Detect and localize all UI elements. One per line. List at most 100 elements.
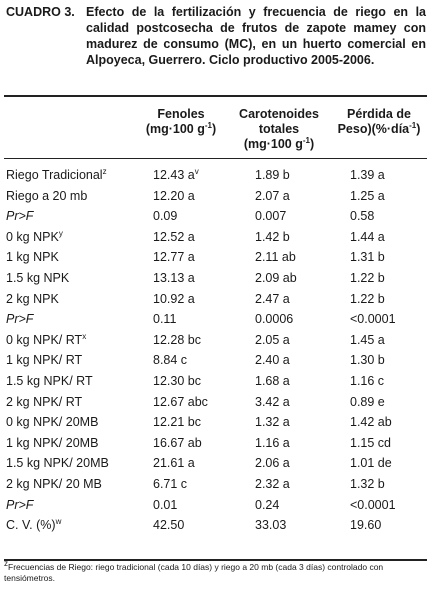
- cell-fenoles: 12.77 a: [153, 250, 195, 265]
- cell-carotenoides: 2.06 a: [255, 456, 290, 471]
- cell-perdida: 1.25 a: [350, 188, 385, 203]
- cell-carotenoides: 2.40 a: [255, 353, 290, 368]
- row-label: 1.5 kg NPK: [6, 271, 70, 285]
- cell-fenoles: 12.30 bc: [153, 374, 201, 388]
- cell-fenoles: 12.21 bc: [153, 415, 201, 430]
- table-row: 2 kg NPK/ RT 12.67 abc 3.42 a 0.89 e: [0, 392, 431, 412]
- cell-carotenoides: 0.007: [255, 209, 287, 224]
- cell-perdida: 0.58: [350, 209, 375, 224]
- header-fenoles-line2: (mg·100 g-1): [145, 120, 217, 136]
- table-row: 1.5 kg NPK 13.13 a 2.09 ab 1.22 b: [0, 268, 431, 288]
- row-label: Pr>F: [6, 312, 34, 327]
- row-label: C. V. (%)w: [6, 517, 62, 533]
- cell-fenoles: 10.92 a: [153, 291, 195, 306]
- footnote: zFrecuencias de Riego: riego tradicional…: [4, 559, 428, 584]
- cell-fenoles: 8.84 c: [153, 353, 188, 368]
- cell-fenoles: 12.43 av: [153, 166, 199, 182]
- row-label: Riego a 20 mb: [6, 188, 88, 203]
- header-perdida-line2: Peso)(%·día-1): [337, 120, 421, 136]
- table-row: Riego Tradicionalz 12.43 av 1.89 b 1.39 a: [0, 165, 431, 185]
- cell-carotenoides: 0.0006: [255, 312, 294, 327]
- table-row: 0 kg NPK/ 20MB 12.21 bc 1.32 a 1.42 ab: [0, 412, 431, 432]
- cell-perdida: 19.60: [350, 518, 382, 533]
- cell-carotenoides: 1.42 b: [255, 229, 290, 244]
- caption-text: Efecto de la fertilización y frecuencia …: [86, 5, 426, 67]
- table-row: C. V. (%)w 42.50 33.03 19.60: [0, 515, 431, 535]
- table-row: 1 kg NPK/ 20MB 16.67 ab 1.16 a 1.15 cd: [0, 433, 431, 453]
- cell-carotenoides: 33.03: [255, 518, 287, 533]
- row-label: 2 kg NPK: [6, 291, 59, 306]
- table-row: 1.5 kg NPK/ 20MB 21.61 a 2.06 a 1.01 de: [0, 453, 431, 473]
- table-row: Pr>F 0.01 0.24 <0.0001: [0, 495, 431, 515]
- table-row: 2 kg NPK/ 20 MB 6.71 c 2.32 a 1.32 b: [0, 474, 431, 494]
- row-label: 1.5 kg NPK/ 20MB: [6, 456, 109, 471]
- cell-carotenoides: 0.24: [255, 497, 280, 512]
- footnote-marker: z: [4, 559, 8, 569]
- header-fenoles: Fenoles (mg·100 g-1): [137, 107, 225, 137]
- table-row: 0 kg NPK/ RTx 12.28 bc 2.05 a 1.45 a: [0, 330, 431, 350]
- cell-carotenoides: 2.11 ab: [255, 250, 296, 265]
- header-carot-line2: totales: [258, 122, 300, 136]
- cell-perdida: <0.0001: [350, 312, 396, 327]
- cell-carotenoides: 2.09 ab: [255, 271, 297, 285]
- cell-perdida: 1.22 b: [350, 291, 385, 306]
- header-carot-line1: Carotenoides: [239, 107, 319, 121]
- cell-perdida: 1.44 a: [350, 229, 385, 244]
- header-perdida: Pérdida de Peso)(%·día-1): [330, 107, 428, 137]
- cell-fenoles: 0.09: [153, 209, 178, 224]
- table-row: 2 kg NPK 10.92 a 2.47 a 1.22 b: [0, 289, 431, 309]
- cell-fenoles: 12.28 bc: [153, 332, 201, 347]
- row-label: 1.5 kg NPK/ RT: [6, 374, 93, 388]
- cell-perdida: 1.32 b: [350, 477, 385, 491]
- row-label: 2 kg NPK/ RT: [6, 394, 83, 409]
- cell-perdida: 1.39 a: [350, 168, 385, 182]
- header-rule: [4, 158, 427, 159]
- cell-perdida: 1.42 ab: [350, 415, 392, 430]
- cell-fenoles: 42.50: [153, 518, 185, 533]
- table-row: Pr>F 0.11 0.0006 <0.0001: [0, 309, 431, 329]
- cell-perdida: 1.45 a: [350, 332, 385, 347]
- cell-perdida: 1.16 c: [350, 374, 385, 388]
- table-row: 1 kg NPK 12.77 a 2.11 ab 1.31 b: [0, 247, 431, 267]
- row-label: 1 kg NPK/ RT: [6, 353, 83, 368]
- cell-perdida: 1.22 b: [350, 271, 385, 285]
- table-row: 0 kg NPKy 12.52 a 1.42 b 1.44 a: [0, 227, 431, 247]
- cell-carotenoides: 2.05 a: [255, 332, 290, 347]
- row-label: Pr>F: [6, 209, 34, 224]
- row-label: 1 kg NPK: [6, 250, 59, 265]
- header-carotenoides: Carotenoides totales (mg·100 g-1): [229, 107, 329, 152]
- row-label: 1 kg NPK/ 20MB: [6, 435, 99, 450]
- row-label: 2 kg NPK/ 20 MB: [6, 477, 102, 491]
- cell-fenoles: 0.01: [153, 497, 178, 512]
- cell-perdida: 1.01 de: [350, 456, 392, 471]
- header-fenoles-line1: Fenoles: [157, 107, 205, 121]
- header-carot-line3: (mg·100 g-1): [243, 135, 315, 151]
- row-label: 0 kg NPKy: [6, 228, 63, 244]
- cell-fenoles: 13.13 a: [153, 271, 195, 285]
- bottom-rule: [4, 559, 427, 561]
- cell-perdida: 1.30 b: [350, 353, 385, 368]
- cell-fenoles: 21.61 a: [153, 456, 195, 471]
- cell-carotenoides: 2.47 a: [255, 291, 290, 306]
- cell-carotenoides: 1.16 a: [255, 435, 290, 450]
- cell-carotenoides: 1.89 b: [255, 168, 290, 182]
- table-row: 1 kg NPK/ RT 8.84 c 2.40 a 1.30 b: [0, 350, 431, 370]
- table-row: Pr>F 0.09 0.007 0.58: [0, 206, 431, 226]
- cell-carotenoides: 1.32 a: [255, 415, 290, 430]
- header-perdida-line1: Pérdida de: [347, 107, 411, 121]
- footnote-text: Frecuencias de Riego: riego tradicional …: [4, 562, 384, 583]
- cell-perdida: 0.89 e: [350, 394, 385, 409]
- table-row: Riego a 20 mb 12.20 a 2.07 a 1.25 a: [0, 186, 431, 206]
- row-label: 0 kg NPK/ RTx: [6, 331, 87, 347]
- cell-fenoles: 0.11: [153, 312, 177, 327]
- cell-fenoles: 6.71 c: [153, 477, 188, 491]
- cell-fenoles: 12.67 abc: [153, 394, 208, 409]
- table-row: 1.5 kg NPK/ RT 12.30 bc 1.68 a 1.16 c: [0, 371, 431, 391]
- caption-label: CUADRO 3.: [6, 5, 75, 19]
- cell-carotenoides: 2.07 a: [255, 188, 290, 203]
- cell-fenoles: 12.20 a: [153, 188, 195, 203]
- cell-perdida: 1.15 cd: [350, 435, 392, 450]
- row-label: Pr>F: [6, 497, 34, 512]
- cell-perdida: <0.0001: [350, 497, 396, 512]
- row-label: Riego Tradicionalz: [6, 166, 107, 182]
